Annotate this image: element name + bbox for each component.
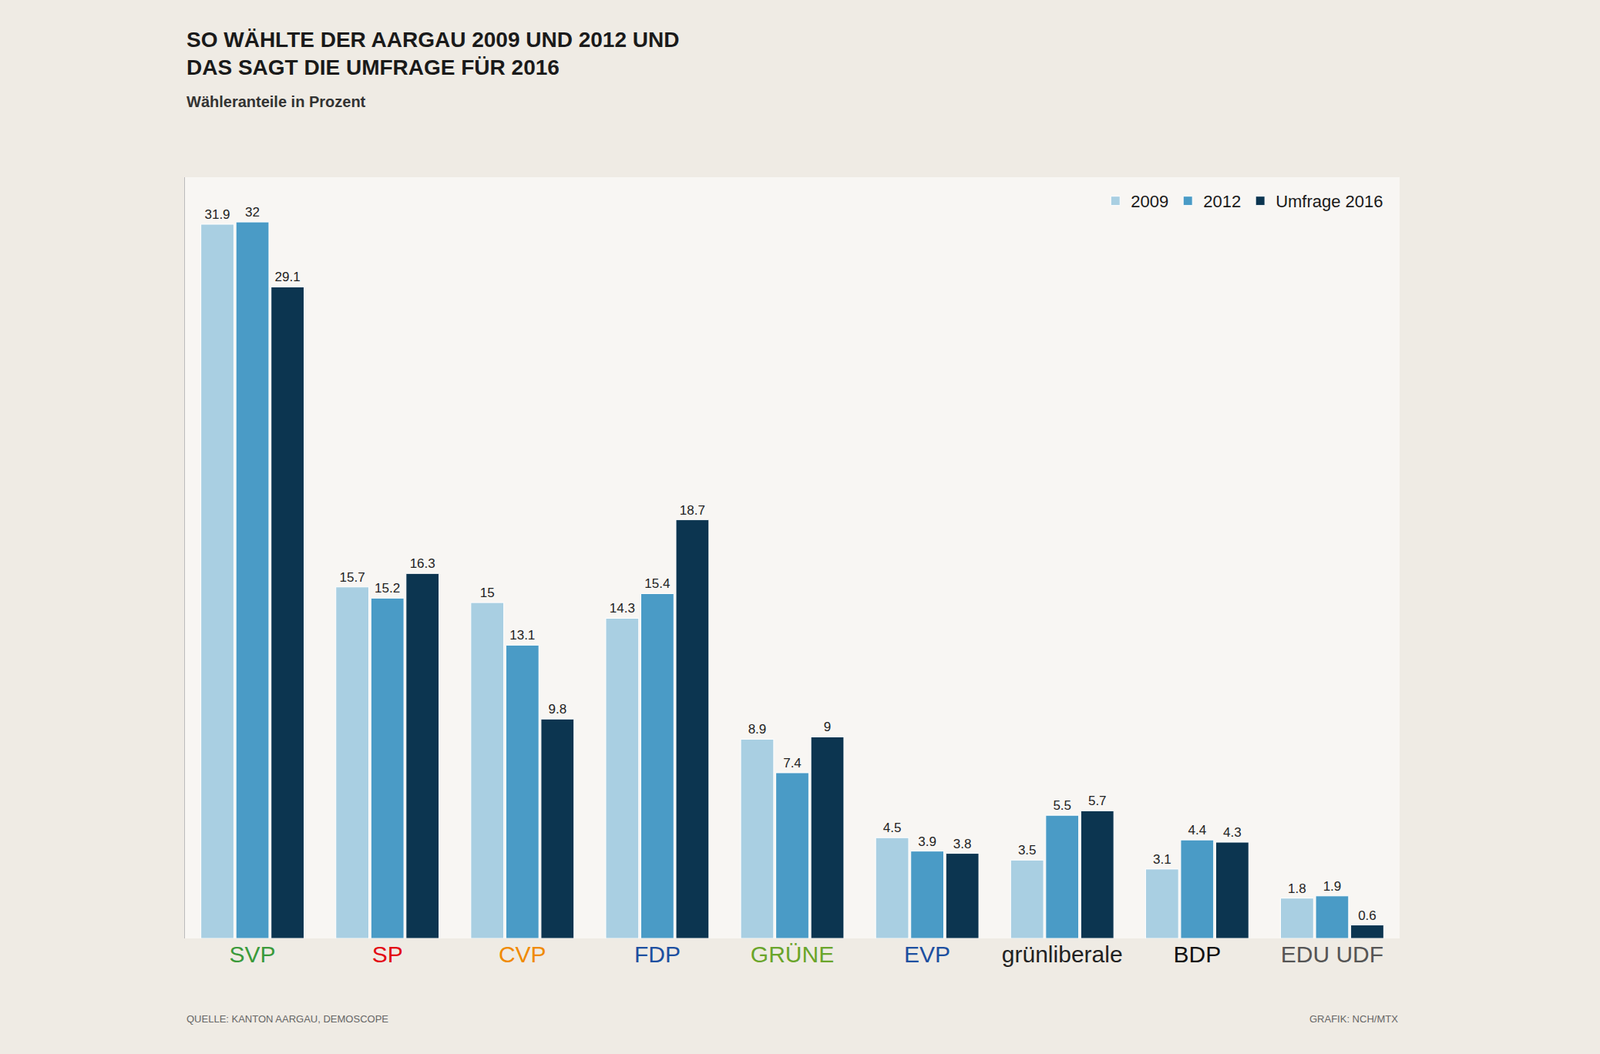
svg-text:5.7: 5.7 — [1088, 793, 1107, 809]
svg-text:4.3: 4.3 — [1223, 825, 1242, 841]
svg-text:grünliberale: grünliberale — [1001, 941, 1123, 968]
svg-text:0.6: 0.6 — [1357, 908, 1377, 924]
svg-text:15.7: 15.7 — [339, 570, 366, 585]
svg-text:3.1: 3.1 — [1152, 852, 1172, 868]
svg-text:9.8: 9.8 — [547, 702, 567, 717]
svg-text:18.7: 18.7 — [679, 503, 706, 518]
svg-text:3.5: 3.5 — [1018, 843, 1037, 858]
svg-text:SP: SP — [372, 941, 404, 968]
svg-text:Umfrage 2016: Umfrage 2016 — [1275, 191, 1383, 212]
svg-text:Wähleranteile in Prozent: Wähleranteile in Prozent — [186, 93, 367, 111]
svg-text:CVP: CVP — [498, 941, 547, 968]
svg-text:3.8: 3.8 — [953, 836, 972, 852]
svg-text:BDP: BDP — [1173, 941, 1221, 968]
svg-text:5.5: 5.5 — [1052, 798, 1072, 814]
svg-text:FDP: FDP — [634, 941, 681, 968]
svg-text:8.9: 8.9 — [748, 722, 767, 737]
svg-text:29.1: 29.1 — [275, 269, 301, 285]
svg-text:15.4: 15.4 — [644, 576, 670, 592]
svg-text:16.3: 16.3 — [410, 556, 436, 572]
svg-text:7.4: 7.4 — [783, 756, 802, 771]
svg-text:SO WÄHLTE DER AARGAU 2009 UND: SO WÄHLTE DER AARGAU 2009 UND 2012 UNDDA… — [186, 27, 679, 80]
svg-text:14.3: 14.3 — [609, 601, 636, 616]
svg-text:GRAFIK: NCH/MTX: GRAFIK: NCH/MTX — [1309, 1013, 1399, 1026]
svg-text:1.9: 1.9 — [1323, 879, 1342, 895]
svg-text:2009: 2009 — [1130, 191, 1169, 212]
svg-text:EDU UDF: EDU UDF — [1280, 941, 1384, 968]
svg-text:EVP: EVP — [904, 941, 951, 968]
svg-text:4.5: 4.5 — [883, 820, 902, 836]
svg-text:9: 9 — [823, 719, 831, 735]
svg-text:32: 32 — [245, 205, 260, 220]
svg-text:GRÜNE: GRÜNE — [750, 941, 834, 968]
svg-text:SVP: SVP — [229, 941, 276, 968]
svg-text:3.9: 3.9 — [917, 834, 937, 850]
svg-text:15: 15 — [480, 585, 495, 601]
svg-text:4.4: 4.4 — [1188, 823, 1207, 838]
svg-text:QUELLE: KANTON AARGAU, DEMOSCO: QUELLE: KANTON AARGAU, DEMOSCOPE — [186, 1013, 389, 1026]
svg-text:13.1: 13.1 — [509, 628, 535, 643]
svg-text:15.2: 15.2 — [374, 581, 400, 596]
svg-text:2012: 2012 — [1203, 191, 1241, 212]
svg-text:31.9: 31.9 — [204, 207, 230, 222]
svg-text:1.8: 1.8 — [1287, 881, 1307, 897]
